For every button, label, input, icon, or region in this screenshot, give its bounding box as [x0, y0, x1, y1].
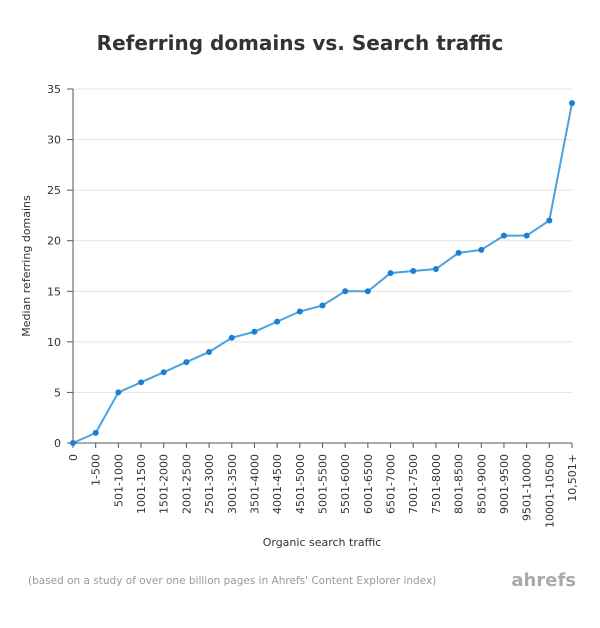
data-point — [342, 288, 349, 295]
x-tick-label: 9001-9500 — [498, 454, 511, 514]
x-tick-label: 6501-7000 — [385, 454, 398, 514]
y-tick-label: 20 — [47, 235, 61, 248]
data-point — [319, 302, 326, 309]
y-tick-label: 30 — [47, 134, 61, 147]
data-point — [92, 429, 99, 436]
data-point — [478, 246, 485, 253]
data-point — [138, 379, 145, 386]
data-point — [523, 232, 530, 239]
data-point — [296, 308, 303, 315]
x-tick-label: 3501-4000 — [248, 454, 261, 514]
y-tick-label: 35 — [47, 83, 61, 96]
y-tick-label: 15 — [47, 285, 61, 298]
data-point — [387, 270, 394, 277]
x-tick-label: 8501-9000 — [475, 454, 488, 514]
x-tick-label: 1-500 — [90, 454, 103, 486]
data-point — [546, 217, 553, 224]
y-axis-label: Median referring domains — [20, 195, 33, 337]
data-point — [274, 318, 281, 325]
x-tick-label: 5001-5500 — [317, 454, 330, 514]
data-point — [432, 266, 439, 273]
x-tick-label: 8001-8500 — [453, 454, 466, 514]
data-point — [70, 440, 76, 446]
footnote: (based on a study of over one billion pa… — [28, 575, 436, 587]
x-tick-label: 9501-10000 — [521, 454, 534, 521]
x-tick-label: 1501-2000 — [158, 454, 171, 514]
x-tick-label: 10001-10500 — [543, 454, 556, 528]
y-tick-label: 5 — [54, 386, 61, 399]
data-point — [455, 249, 462, 256]
x-tick-label: 6001-6500 — [362, 454, 375, 514]
x-tick-label: 501-1000 — [112, 454, 125, 507]
x-tick-label: 4001-4500 — [271, 454, 284, 514]
x-axis-label: Organic search traffic — [263, 536, 382, 549]
x-tick-label: 3001-3500 — [226, 454, 239, 514]
data-point — [410, 268, 417, 275]
x-tick-label: 2501-3000 — [203, 454, 216, 514]
data-point — [500, 232, 507, 239]
x-tick-label: 5501-6000 — [339, 454, 352, 514]
data-point — [228, 334, 235, 341]
data-point — [251, 328, 258, 335]
data-point — [183, 359, 190, 366]
x-tick-label: 7501-8000 — [430, 454, 443, 514]
y-tick-label: 10 — [47, 336, 61, 349]
data-point — [160, 369, 167, 376]
x-tick-label: 4501-5000 — [294, 454, 307, 514]
x-tick-label: 0 — [67, 454, 80, 461]
x-tick-label: 2001-2500 — [180, 454, 193, 514]
chart-title: Referring domains vs. Search traffic — [97, 31, 504, 55]
x-tick-label: 7001-7500 — [407, 454, 420, 514]
data-point — [206, 348, 213, 355]
y-tick-label: 0 — [54, 437, 61, 450]
x-tick-label: 10,501+ — [566, 454, 579, 502]
data-point — [364, 288, 371, 295]
y-tick-label: 25 — [47, 184, 61, 197]
brand-logo: ahrefs — [511, 570, 576, 591]
data-point — [569, 100, 575, 107]
x-tick-label: 1001-1500 — [135, 454, 148, 514]
data-point — [115, 389, 122, 396]
